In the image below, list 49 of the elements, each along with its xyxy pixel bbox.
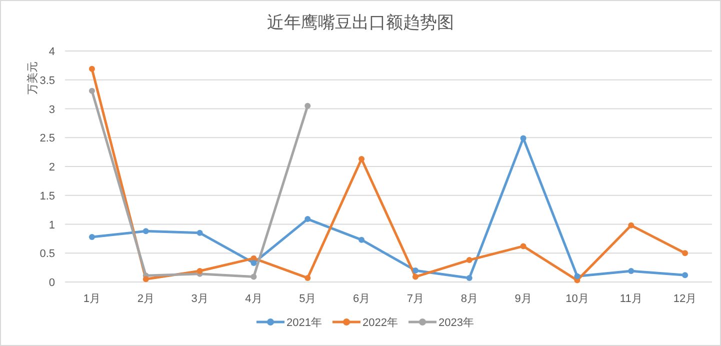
point — [88, 234, 95, 240]
legend-label: 2023年 — [438, 317, 474, 329]
point — [520, 243, 526, 250]
point — [88, 66, 95, 72]
y-tick-label: 3 — [48, 104, 55, 116]
y-tick-label: 0.5 — [40, 248, 55, 260]
point — [304, 216, 311, 222]
x-tick-label: 6月 — [352, 293, 370, 305]
y-tick-label: 1.5 — [40, 190, 55, 202]
x-tick-label: 4月 — [245, 293, 262, 305]
point — [88, 88, 95, 94]
point — [304, 102, 311, 109]
x-tick-label: 11月 — [620, 293, 642, 305]
legend-label: 2022年 — [362, 317, 398, 329]
y-axis-title: 万美元 — [26, 62, 39, 94]
point — [412, 274, 418, 280]
point — [358, 236, 365, 243]
chart-title: 近年鹰嘴豆出口额趋势图 — [267, 13, 454, 32]
x-tick-label: 10月 — [566, 293, 589, 305]
x-tick-label: 1月 — [83, 293, 101, 305]
point — [250, 260, 257, 266]
x-tick-label: 7月 — [406, 293, 424, 305]
y-tick-label: 1 — [48, 219, 55, 232]
point — [412, 267, 418, 274]
point — [682, 272, 688, 278]
point — [142, 228, 149, 234]
x-tick-label: 2月 — [137, 293, 154, 305]
y-tick-label: 0 — [48, 277, 55, 289]
point — [196, 230, 203, 236]
point — [574, 273, 580, 280]
point — [466, 257, 472, 264]
y-tick-label: 3.5 — [40, 74, 55, 87]
point — [682, 250, 688, 256]
x-tick-label: 9月 — [514, 293, 532, 305]
x-tick-label: 12月 — [673, 293, 697, 305]
legend-label: 2021年 — [286, 317, 322, 329]
point — [628, 268, 634, 274]
x-tick-label: 8月 — [460, 293, 478, 305]
x-tick-label: 3月 — [191, 293, 208, 305]
y-tick-label: 4 — [48, 46, 55, 58]
point — [142, 276, 149, 282]
point — [196, 268, 203, 274]
point — [304, 274, 311, 281]
point — [466, 274, 472, 281]
point — [628, 222, 634, 228]
y-tick-label: 2 — [48, 162, 55, 174]
point — [250, 274, 257, 280]
y-tick-label: 2.5 — [40, 132, 55, 145]
x-tick-label: 5月 — [299, 293, 316, 305]
